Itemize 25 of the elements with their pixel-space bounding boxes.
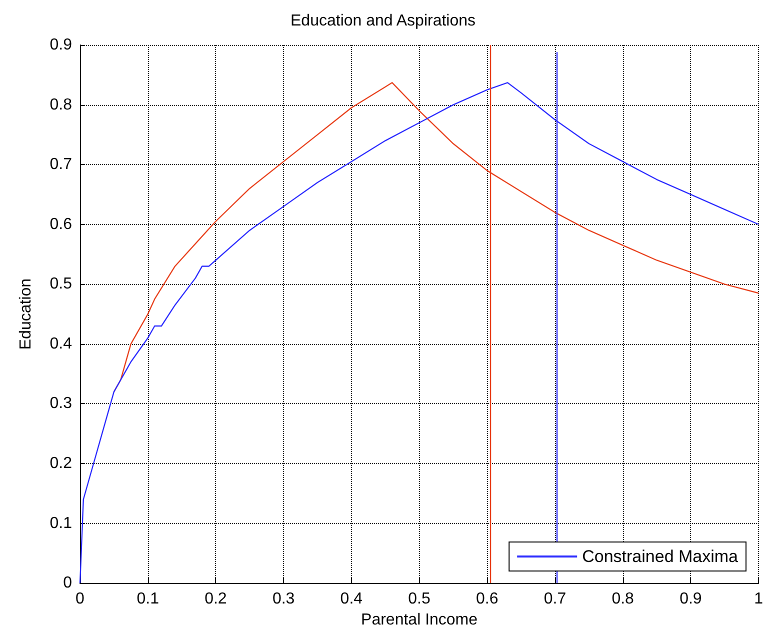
y-tick-label: 0 — [63, 574, 72, 592]
y-tick-label: 0.1 — [50, 514, 72, 532]
x-tick-label: 0.4 — [340, 590, 363, 608]
x-tick-label: 0.8 — [612, 590, 634, 608]
y-tick-label: 0.5 — [50, 276, 72, 293]
x-tick-label: 0.6 — [476, 590, 498, 608]
y-tick-label: 0.8 — [50, 96, 72, 114]
x-tick-label: 0.1 — [136, 590, 160, 608]
y-tick-label: 0.7 — [50, 156, 72, 174]
x-tick-label: 0.2 — [204, 590, 227, 608]
y-tick-label: 0.3 — [50, 395, 72, 412]
x-axis-title: Parental Income — [361, 612, 478, 628]
y-tick-label: 0.4 — [50, 335, 72, 352]
x-tick-label: 0 — [76, 590, 85, 608]
chart-title: Education and Aspirations — [290, 12, 476, 30]
y-tick-label: 0.2 — [50, 455, 72, 472]
x-tick-label: 0.3 — [272, 590, 295, 608]
y-tick-label: 0.6 — [50, 216, 72, 233]
x-tick-label: 1 — [754, 590, 764, 608]
x-tick-label: 0.5 — [408, 590, 430, 608]
y-axis-title: Education — [18, 278, 34, 350]
legend-label: Constrained Maxima — [582, 547, 739, 566]
x-tick-label: 0.9 — [680, 590, 702, 608]
y-tick-label: 0.9 — [50, 36, 72, 54]
x-tick-label: 0.7 — [544, 590, 566, 608]
